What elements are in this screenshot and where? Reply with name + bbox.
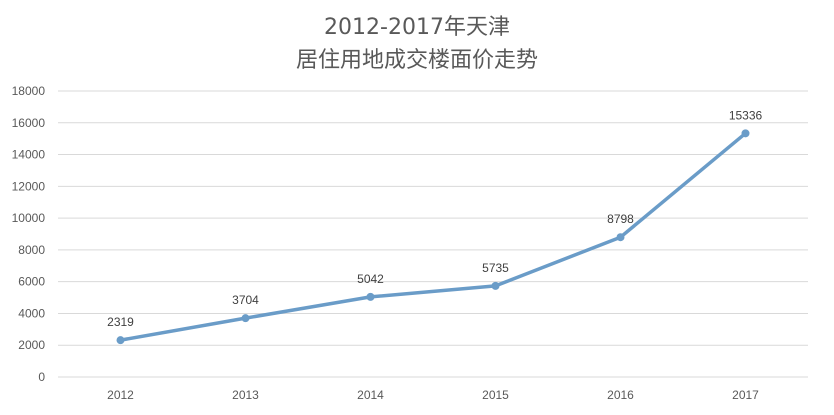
series-line (118, 131, 748, 342)
data-point (116, 336, 125, 345)
y-tick-label: 18000 (12, 84, 46, 98)
y-tick-label: 12000 (12, 179, 46, 193)
x-axis-tick-labels: 2012 2013 2014 2015 2016 2017 (107, 388, 759, 402)
data-label: 5735 (482, 261, 509, 275)
data-label: 3704 (232, 293, 259, 307)
x-tick-label: 2017 (732, 388, 759, 402)
y-tick-label: 16000 (12, 116, 46, 130)
chart-title-line-2: 居住用地成交楼面价走势 (295, 48, 538, 73)
data-label: 5042 (357, 272, 384, 286)
data-point (491, 281, 500, 290)
data-point (366, 292, 375, 301)
data-label: 15336 (729, 108, 763, 122)
x-tick-label: 2014 (357, 388, 384, 402)
x-tick-label: 2015 (482, 388, 509, 402)
y-tick-label: 8000 (18, 243, 45, 257)
data-label: 2319 (107, 315, 134, 329)
data-point (616, 233, 625, 242)
y-tick-label: 0 (38, 370, 45, 384)
x-tick-label: 2012 (107, 388, 134, 402)
y-tick-label: 10000 (12, 211, 46, 225)
y-tick-label: 6000 (18, 275, 45, 289)
data-label: 8798 (607, 212, 634, 226)
y-tick-label: 4000 (18, 306, 45, 320)
y-tick-label: 14000 (12, 148, 46, 162)
y-axis-tick-labels: 0 2000 4000 6000 8000 10000 12000 14000 16000 180… (12, 84, 46, 384)
x-tick-label: 2013 (232, 388, 259, 402)
data-labels: 2319 3704 5042 5735 8798 15336 (107, 108, 762, 329)
x-tick-label: 2016 (607, 388, 634, 402)
data-point (241, 314, 250, 323)
data-point (741, 129, 750, 138)
chart-title-line-1: 2012-2017年天津 (324, 15, 510, 40)
y-tick-label: 2000 (18, 338, 45, 352)
gridlines (58, 90, 808, 378)
series-layer (116, 129, 750, 345)
